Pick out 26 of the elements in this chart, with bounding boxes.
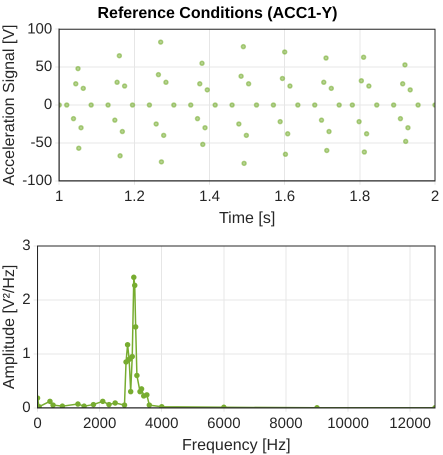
x-tick-label: 1.6 <box>274 188 296 205</box>
y-axis-title: Amplitude [V²/Hz] <box>1 264 18 390</box>
x-axis-title: Time [s] <box>218 210 276 227</box>
x-tick-label: 1.8 <box>349 188 370 205</box>
y-axis-title: Acceleration Signal [V] <box>1 24 18 186</box>
x-axis-title: Frequency [Hz] <box>182 436 291 454</box>
y-tick-label: -100 <box>22 172 52 189</box>
y-tick-label: 1 <box>22 345 31 362</box>
y-tick-label: 50 <box>36 58 52 76</box>
x-tick-label: 1 <box>55 188 64 205</box>
x-tick-label: 8000 <box>269 414 303 432</box>
x-tick-label: 1.2 <box>124 188 145 205</box>
x-tick-label: 4000 <box>145 414 178 432</box>
y-tick-label: -50 <box>30 134 52 152</box>
y-tick-label: 100 <box>27 20 52 38</box>
y-tick-label: 2 <box>22 291 31 308</box>
x-tick-label: 2000 <box>82 414 116 432</box>
x-tick-label: 10000 <box>327 414 369 432</box>
y-tick-label: 3 <box>22 237 31 254</box>
x-tick-label: 2 <box>430 188 440 205</box>
chart-title: Reference Conditions (ACC1-Y) <box>97 5 338 22</box>
x-tick-label: 1.4 <box>199 188 220 205</box>
y-tick-label: 0 <box>44 96 52 114</box>
x-tick-label: 6000 <box>207 414 241 432</box>
x-tick-label: 12000 <box>389 414 432 432</box>
y-tick-label: 0 <box>22 398 31 416</box>
